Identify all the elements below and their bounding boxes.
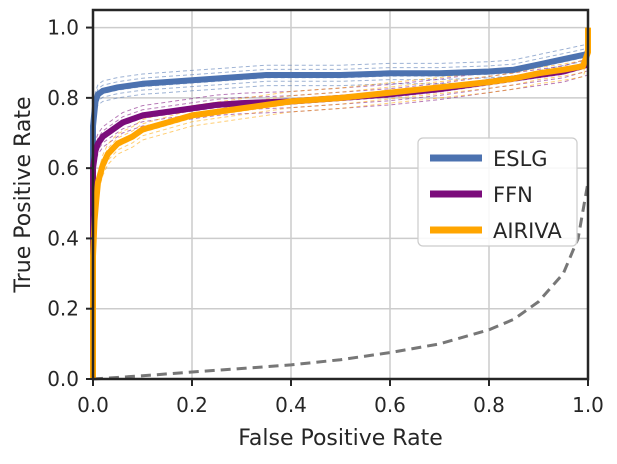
ticks: 0.0 0.2 0.4 0.6 0.8 1.0 0.0 0.2 0.4 0.6 0.8 1.0 [47,16,604,417]
y-tick-label: 1.0 [47,16,79,40]
x-tick-label: 0.8 [473,393,505,417]
x-tick-label: 0.0 [77,393,109,417]
y-axis-label: True Positive Rate [11,97,36,294]
x-tick-label: 0.6 [374,393,406,417]
legend-label-airiva: AIRIVA [493,219,562,243]
series-line-airiva [90,27,591,379]
fold-curve-eslg [92,47,589,121]
y-tick-label: 0.0 [47,367,79,391]
fold-curve-eslg [92,59,589,133]
y-tick-label: 0.8 [47,86,79,110]
series-layer [90,27,591,379]
plot-frame [91,8,590,381]
x-tick-label: 0.2 [176,393,208,417]
x-tick-label: 1.0 [572,393,604,417]
y-tick-label: 0.4 [47,226,79,250]
legend-box [417,137,578,247]
legend-label-ffn: FFN [493,183,533,207]
legend: ESLG FFN AIRIVA [417,137,578,247]
x-tick-label: 0.4 [275,393,307,417]
series-line-eslg [90,50,589,379]
y-tick-label: 0.2 [47,297,79,321]
legend-label-eslg: ESLG [493,147,548,171]
reference-curve [92,181,590,381]
fold-curve-eslg [92,64,589,137]
x-axis-label: False Positive Rate [238,426,442,451]
reference-curve-layer [92,181,590,381]
fold-curve-eslg [92,43,589,117]
y-tick-label: 0.6 [47,156,79,180]
